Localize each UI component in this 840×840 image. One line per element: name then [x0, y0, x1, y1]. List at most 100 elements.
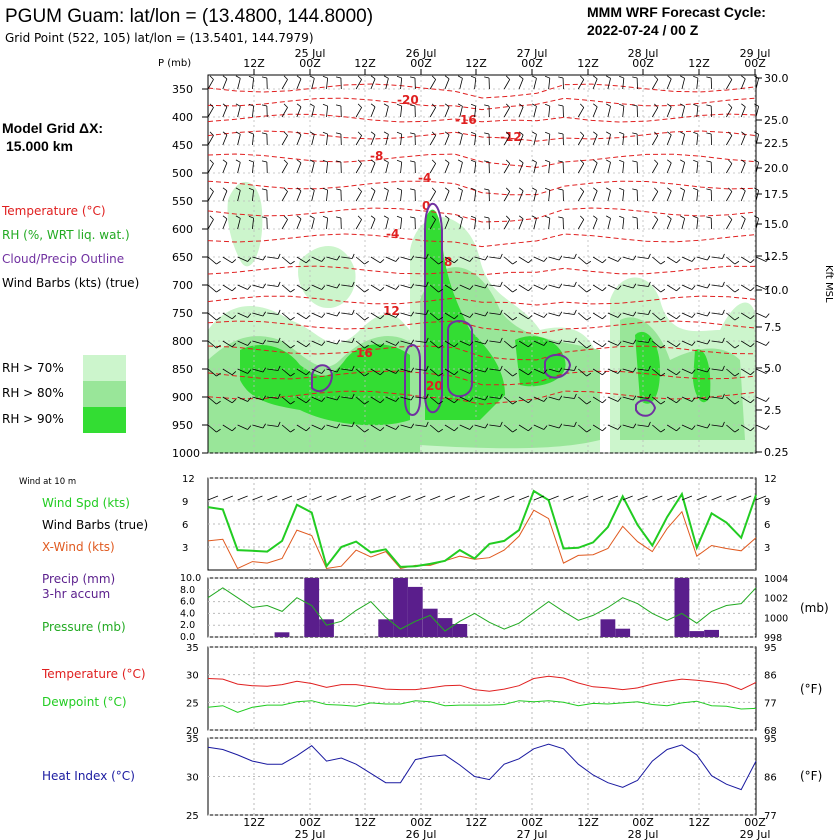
wind-barb: [726, 424, 736, 433]
wind-barb: [429, 191, 437, 202]
wind-barb-flag: [305, 287, 311, 292]
wind-barb-flag: [592, 215, 598, 220]
wind-barb-flag: [336, 311, 341, 317]
wind-barb: [637, 396, 649, 399]
wind-barb: [652, 424, 662, 433]
wind-barb-flag: [499, 253, 503, 259]
wind-barb-flag: [765, 369, 770, 374]
wind-barb-flag: [654, 131, 659, 136]
wind-barb-flag: [321, 397, 326, 402]
wind-barb: [326, 396, 338, 401]
wind-barb-flag: [322, 75, 328, 79]
wind-barb: [237, 340, 248, 346]
wind-barb-flag: [383, 75, 389, 79]
wind-barb-flag: [558, 160, 564, 163]
wind-barb: [296, 284, 307, 292]
cycle-line1: MMM WRF Forecast Cycle:: [587, 4, 766, 20]
wind-barb-flag: [309, 187, 315, 191]
wind-barb-flag: [693, 131, 699, 135]
wind-barb-flag: [676, 259, 681, 264]
wind-barb-flag: [296, 131, 302, 136]
wind-barb: [474, 424, 486, 429]
bottom-time-label: 00Z: [632, 816, 654, 829]
temperature-contour-label: -20: [397, 93, 419, 107]
wind-barb-flag: [579, 187, 585, 192]
surface-wind-barb: [281, 495, 293, 501]
pressure-tick-label: 850: [172, 363, 193, 376]
wind-barb: [578, 312, 587, 321]
wind-barb: [607, 78, 611, 90]
wind-barb-flag: [619, 103, 624, 107]
wind-barb-flag: [499, 281, 503, 287]
wind-barb: [696, 218, 699, 230]
wind-barb: [652, 396, 662, 405]
wind-barb-flag: [396, 187, 402, 191]
wind-barb-flag: [750, 287, 755, 292]
wind-barb-flag: [438, 288, 443, 293]
wind-barb: [503, 107, 511, 118]
bottom-time-label: 12Z: [688, 816, 710, 829]
wind-barb-flag: [277, 393, 281, 399]
wind-barb: [237, 218, 241, 230]
wind-barb: [385, 368, 396, 374]
wind-barb-flag: [573, 281, 577, 287]
wind-barb-flag: [296, 159, 302, 164]
wind-barb-flag: [602, 343, 607, 348]
wind-barb-flag: [484, 283, 489, 289]
wind-barb: [326, 312, 338, 317]
wind-barb-flag: [425, 365, 429, 371]
wind-barb: [518, 162, 524, 174]
wind-barb-flag: [216, 400, 221, 405]
wind-barb: [548, 396, 560, 401]
wind-barb: [474, 190, 477, 202]
wind-barb: [696, 340, 708, 345]
heat-index-series: [207, 743, 757, 791]
wind-barb-flag: [750, 315, 755, 320]
wind-barb: [518, 396, 529, 404]
wind-barb: [385, 162, 389, 174]
wind-barb-flag: [290, 288, 295, 293]
wind-barb-flag: [470, 159, 476, 163]
wind-barb-flag: [296, 215, 302, 220]
wind-barb: [281, 163, 288, 174]
wind-barb-flag: [706, 76, 712, 79]
wind-barb: [237, 134, 241, 146]
wind-barb-flag: [395, 285, 400, 290]
wind-barb: [548, 424, 560, 429]
wind-barb-flag: [277, 365, 281, 371]
wind-barb-flag: [231, 343, 237, 348]
wind-barb: [755, 312, 767, 318]
surface-wind-barb: [355, 495, 367, 501]
kft-tick-label: 25.0: [764, 114, 789, 127]
wind-barb-flag: [706, 160, 712, 163]
wind-barb-flag: [586, 344, 592, 349]
wind-barb-flag: [351, 337, 355, 343]
surface-wind-barb: [341, 495, 352, 501]
wind-barb-flag: [606, 103, 611, 107]
wind-barb-flag: [222, 103, 228, 108]
wind-barb: [740, 106, 746, 118]
wind-barb: [252, 162, 254, 174]
wind-barb-flag: [592, 187, 598, 192]
wind-barb-flag: [247, 341, 252, 346]
precip-bar: [600, 619, 616, 637]
wind-barb: [400, 312, 412, 317]
wind-barb: [592, 396, 603, 404]
wind-barb-flag: [283, 159, 288, 164]
kft-tick-label: 15.0: [764, 218, 789, 231]
wind-barb: [400, 106, 403, 118]
wind-barb-flag: [231, 371, 237, 376]
wind-barb-flag: [484, 255, 489, 261]
wind-barb: [726, 219, 733, 230]
wind-barb-flag: [512, 288, 517, 293]
wind-barb: [489, 284, 501, 287]
temperature-contour: [207, 370, 757, 386]
wind-barb: [474, 340, 486, 345]
rh-region: [425, 209, 505, 420]
wind-barb: [503, 163, 511, 174]
wind-barb-flag: [379, 287, 385, 292]
wind-barb: [518, 218, 524, 230]
wind-barb: [459, 396, 470, 402]
wind-barb: [474, 162, 477, 174]
surface-wind-barb: [489, 495, 500, 501]
